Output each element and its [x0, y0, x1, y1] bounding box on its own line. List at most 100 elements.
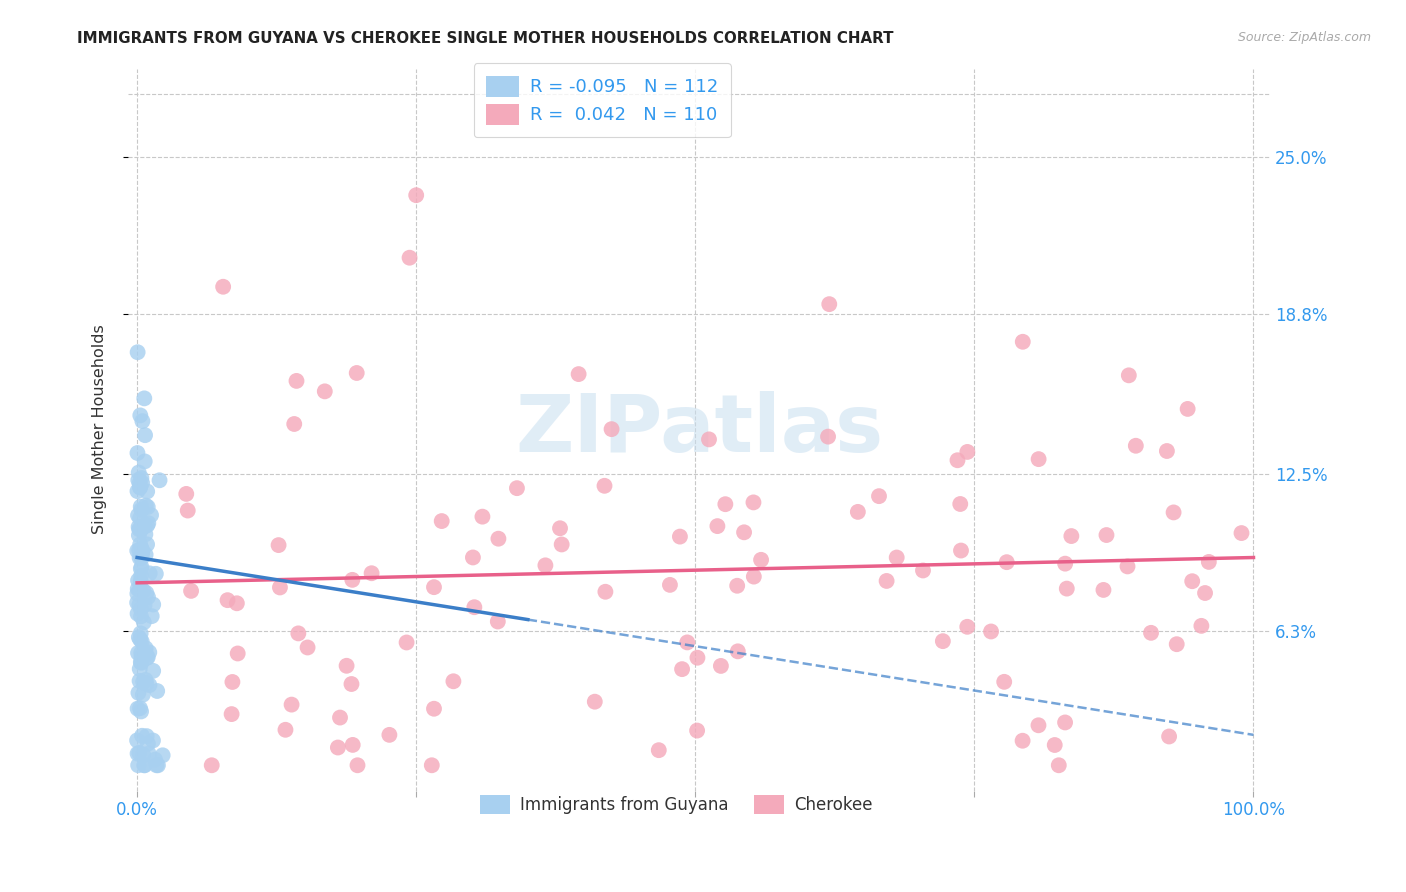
Point	[136, 590, 159, 604]
Point	[714, 497, 737, 511]
Point	[274, 723, 297, 737]
Point	[134, 454, 156, 468]
Point	[378, 728, 401, 742]
Point	[127, 587, 149, 601]
Point	[132, 688, 155, 702]
Point	[1181, 574, 1204, 589]
Point	[749, 553, 772, 567]
Point	[1156, 444, 1178, 458]
Point	[127, 574, 149, 588]
Point	[128, 522, 150, 536]
Point	[136, 737, 159, 751]
Point	[142, 598, 165, 612]
Point	[180, 583, 202, 598]
Point	[127, 345, 149, 359]
Point	[550, 537, 572, 551]
Point	[648, 743, 671, 757]
Point	[346, 366, 368, 380]
Point	[733, 525, 755, 540]
Point	[131, 502, 153, 516]
Point	[129, 626, 152, 640]
Point	[297, 640, 319, 655]
Point	[1092, 582, 1115, 597]
Point	[129, 656, 152, 670]
Point	[1125, 439, 1147, 453]
Point	[134, 758, 156, 772]
Point	[129, 500, 152, 514]
Point	[595, 584, 617, 599]
Point	[1163, 505, 1185, 519]
Point	[423, 702, 446, 716]
Point	[676, 635, 699, 649]
Point	[1189, 619, 1212, 633]
Point	[360, 566, 382, 581]
Point	[128, 466, 150, 480]
Point	[405, 188, 427, 202]
Point	[441, 674, 464, 689]
Point	[706, 519, 728, 533]
Point	[127, 582, 149, 596]
Point	[135, 499, 157, 513]
Point	[128, 630, 150, 644]
Point	[135, 729, 157, 743]
Text: ZIPatlas: ZIPatlas	[515, 391, 883, 468]
Point	[593, 479, 616, 493]
Point	[128, 583, 150, 598]
Point	[956, 620, 979, 634]
Point	[486, 532, 509, 546]
Point	[1194, 586, 1216, 600]
Point	[980, 624, 1002, 639]
Point	[131, 560, 153, 574]
Point	[1054, 715, 1077, 730]
Point	[395, 635, 418, 649]
Point	[141, 609, 163, 624]
Point	[135, 586, 157, 600]
Point	[134, 519, 156, 533]
Point	[129, 409, 152, 423]
Point	[201, 758, 224, 772]
Point	[817, 429, 839, 443]
Point	[876, 574, 898, 588]
Point	[1140, 625, 1163, 640]
Point	[1118, 368, 1140, 383]
Point	[136, 484, 159, 499]
Point	[686, 723, 709, 738]
Point	[127, 646, 149, 660]
Point	[129, 646, 152, 660]
Point	[129, 523, 152, 537]
Point	[148, 473, 170, 487]
Point	[134, 392, 156, 406]
Point	[128, 746, 150, 760]
Point	[134, 598, 156, 612]
Point	[131, 471, 153, 485]
Point	[725, 579, 748, 593]
Point	[131, 650, 153, 665]
Point	[129, 521, 152, 535]
Point	[138, 645, 160, 659]
Point	[135, 676, 157, 690]
Point	[932, 634, 955, 648]
Point	[131, 541, 153, 556]
Point	[221, 675, 243, 690]
Point	[995, 555, 1018, 569]
Point	[534, 558, 557, 573]
Point	[145, 566, 167, 581]
Text: Source: ZipAtlas.com: Source: ZipAtlas.com	[1237, 31, 1371, 45]
Point	[132, 615, 155, 630]
Point	[886, 550, 908, 565]
Point	[342, 738, 364, 752]
Point	[129, 574, 152, 588]
Point	[127, 747, 149, 761]
Point	[136, 500, 159, 514]
Point	[177, 503, 200, 517]
Point	[135, 673, 157, 687]
Point	[145, 758, 167, 772]
Point	[1060, 529, 1083, 543]
Point	[128, 528, 150, 542]
Text: IMMIGRANTS FROM GUYANA VS CHEROKEE SINGLE MOTHER HOUSEHOLDS CORRELATION CHART: IMMIGRANTS FROM GUYANA VS CHEROKEE SINGL…	[77, 31, 894, 46]
Point	[430, 514, 453, 528]
Point	[127, 607, 149, 621]
Point	[152, 748, 174, 763]
Point	[568, 367, 591, 381]
Point	[1177, 401, 1199, 416]
